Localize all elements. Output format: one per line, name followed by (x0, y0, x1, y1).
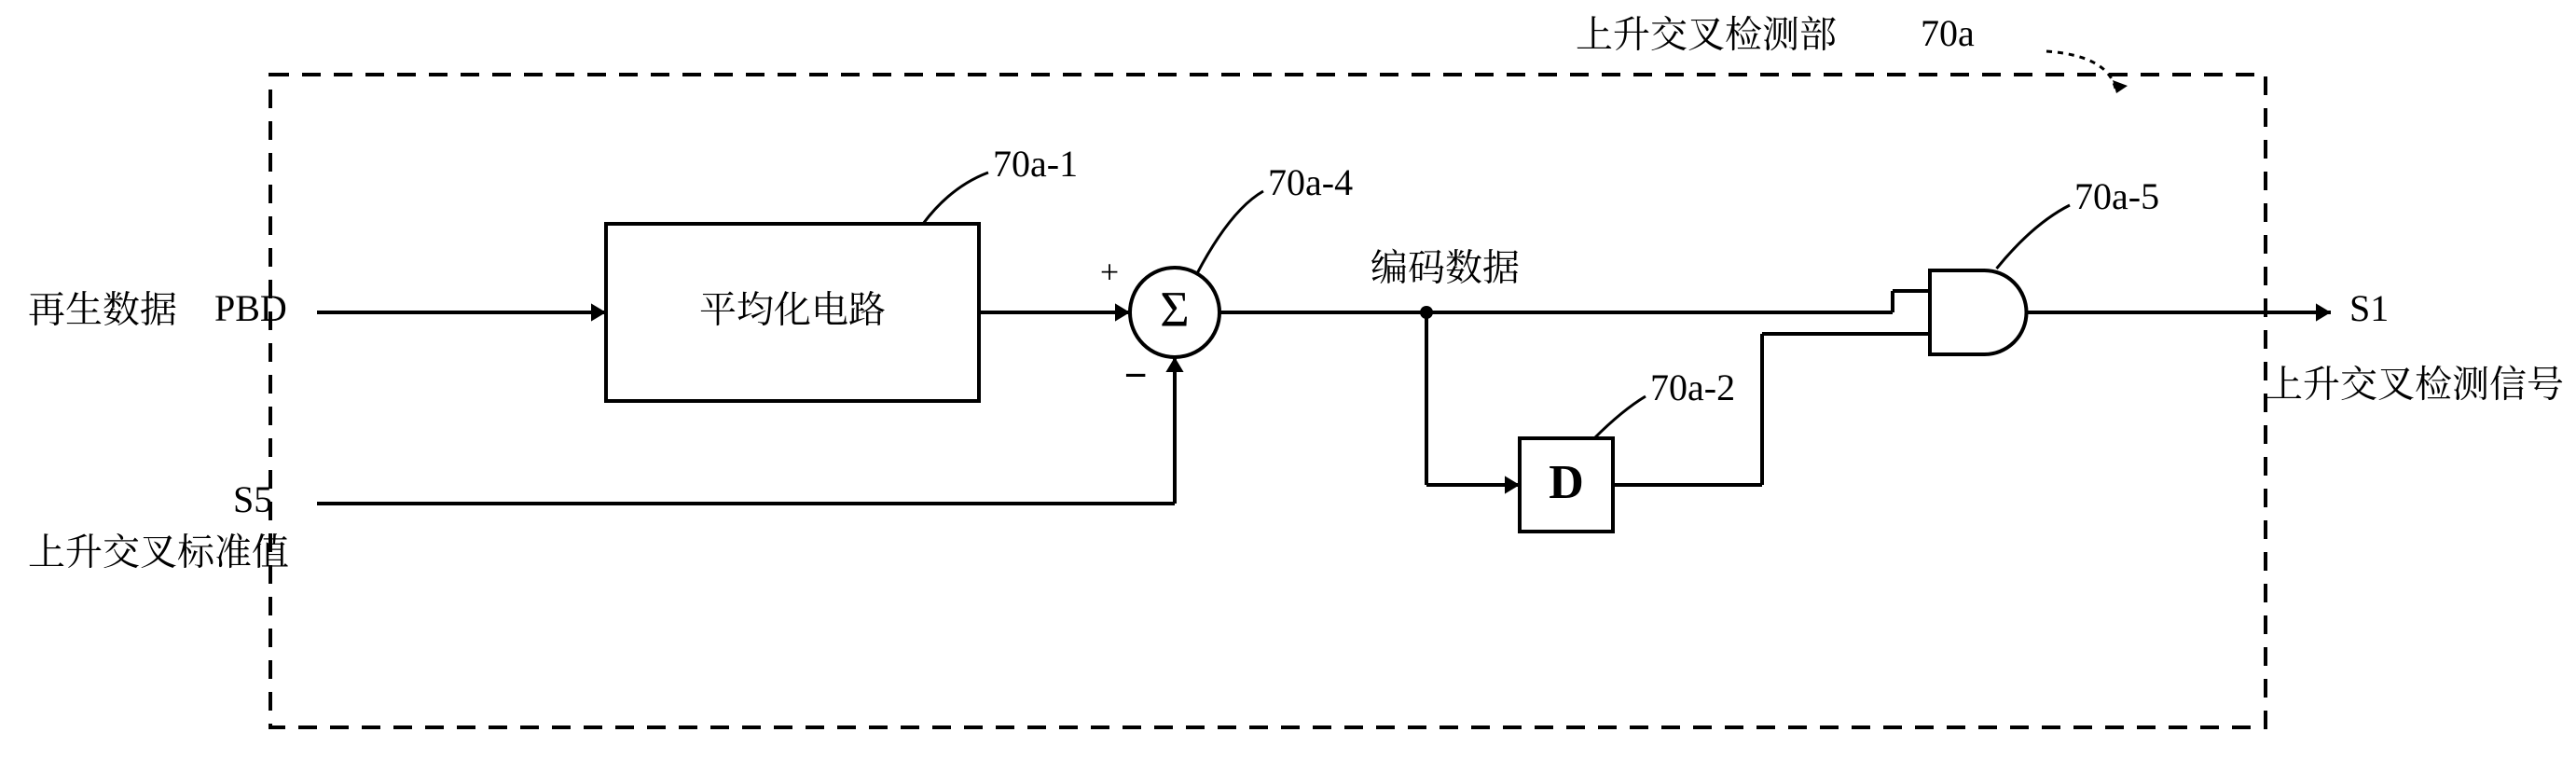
title-label: 上升交叉检测部 (1576, 5, 1837, 58)
sum-ref: 70a-4 (1268, 161, 1353, 203)
s1-label-cjk: 上升交叉检测信号 (2266, 354, 2564, 408)
arrowhead (591, 303, 606, 321)
sum-ref-leader (1197, 191, 1263, 273)
s1-label-latin: S1 (2349, 287, 2389, 329)
avg-label: 平均化电路 (699, 280, 886, 333)
title-pointer-head (2113, 80, 2128, 93)
delay-ref-leader (1594, 396, 1646, 438)
pbd-label-latin: PBD (214, 287, 287, 329)
title-pointer (2046, 51, 2116, 93)
and-ref-leader (1997, 205, 2071, 269)
arrowhead (2316, 303, 2331, 321)
sum-symbol: Σ (1160, 281, 1189, 337)
and-ref: 70a-5 (2074, 175, 2159, 217)
sum-plus: + (1100, 253, 1119, 290)
s5-label-cjk: 上升交叉标准值 (28, 522, 289, 575)
arrowhead (1115, 303, 1130, 321)
sum-minus: − (1123, 352, 1147, 398)
delay-symbol: D (1549, 456, 1584, 509)
arrowhead (1165, 357, 1183, 372)
delay-ref: 70a-2 (1650, 366, 1735, 408)
code-data-label: 编码数据 (1371, 238, 1520, 291)
and-gate (1930, 270, 2027, 354)
title-ref: 70a (1921, 12, 1975, 54)
avg-ref: 70a-1 (993, 143, 1078, 185)
pbd-label-cjk: 再生数据 (28, 280, 177, 333)
avg-ref-leader (923, 173, 988, 224)
arrowhead (1505, 476, 1520, 493)
s5-label-latin: S5 (233, 478, 272, 520)
